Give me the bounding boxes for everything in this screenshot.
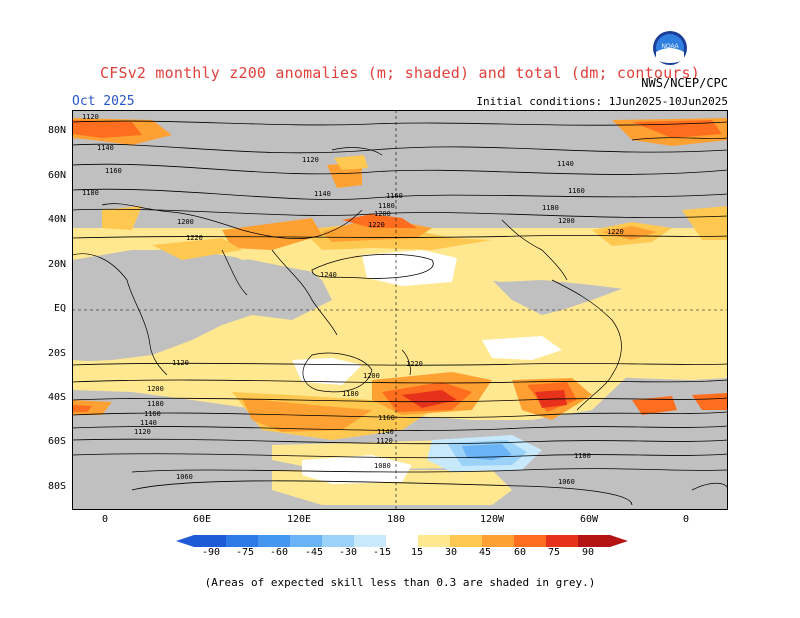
height-contours <box>72 120 728 506</box>
svg-text:1160: 1160 <box>386 192 403 200</box>
svg-text:1160: 1160 <box>144 410 161 418</box>
coastlines <box>72 137 728 411</box>
map-frame <box>72 110 728 510</box>
svg-text:1060: 1060 <box>558 478 575 486</box>
colorbar-label: 75 <box>547 547 561 558</box>
colorbar-cell <box>578 535 611 547</box>
svg-text:1180: 1180 <box>147 400 164 408</box>
svg-text:1180: 1180 <box>542 204 559 212</box>
svg-text:1200: 1200 <box>177 218 194 226</box>
lon-label: 120W <box>479 514 505 525</box>
colorbar-cell <box>226 535 259 547</box>
anomaly-map: 1120 1140 1160 1180 1200 1220 1240 1120 … <box>72 110 728 510</box>
colorbar-max-arrow <box>610 535 628 547</box>
lat-label: 60S <box>47 436 66 447</box>
svg-text:1140: 1140 <box>377 428 394 436</box>
skill-note: (Areas of expected skill less than 0.3 a… <box>204 576 596 589</box>
colorbar-label: 60 <box>513 547 527 558</box>
colorbar-label: 45 <box>478 547 492 558</box>
colorbar-cell <box>450 535 483 547</box>
lon-label: 180 <box>386 514 406 525</box>
svg-text:1120: 1120 <box>82 113 99 121</box>
lon-label: 120E <box>286 514 312 525</box>
lon-label: 0 <box>101 514 109 525</box>
svg-text:1120: 1120 <box>134 428 151 436</box>
svg-text:1220: 1220 <box>368 221 385 229</box>
colorbar-cell <box>546 535 579 547</box>
colorbar <box>176 535 628 547</box>
svg-text:1140: 1140 <box>557 160 574 168</box>
colorbar-cell <box>482 535 515 547</box>
contour-labels: 1120 1140 1160 1180 1200 1220 1240 1120 … <box>82 113 624 486</box>
svg-text:1060: 1060 <box>176 473 193 481</box>
positive-anomalies <box>72 118 728 505</box>
colorbar-label: -15 <box>372 547 392 558</box>
lat-label: 20N <box>47 259 66 270</box>
colorbar-cell <box>322 535 355 547</box>
colorbar-label: -75 <box>235 547 255 558</box>
svg-text:1120: 1120 <box>302 156 319 164</box>
svg-text:1200: 1200 <box>558 217 575 225</box>
svg-text:1160: 1160 <box>568 187 585 195</box>
lat-label: 60N <box>47 170 66 181</box>
lon-label: 0 <box>682 514 690 525</box>
colorbar-cell <box>514 535 547 547</box>
colorbar-label: -45 <box>304 547 324 558</box>
chart-title: CFSv2 monthly z200 anomalies (m; shaded)… <box>100 64 700 82</box>
svg-text:1180: 1180 <box>342 390 359 398</box>
svg-text:1180: 1180 <box>82 189 99 197</box>
colorbar-cell <box>258 535 291 547</box>
lat-label: 40S <box>47 392 66 403</box>
svg-text:1140: 1140 <box>140 419 157 427</box>
svg-text:1100: 1100 <box>574 452 591 460</box>
colorbar-label: -90 <box>201 547 221 558</box>
svg-text:1200: 1200 <box>363 372 380 380</box>
svg-text:1120: 1120 <box>172 359 189 367</box>
svg-text:1080: 1080 <box>374 462 391 470</box>
colorbar-label: 15 <box>410 547 424 558</box>
agency-label: NWS/NCEP/CPC <box>641 76 728 90</box>
forecast-month: Oct 2025 <box>72 94 135 109</box>
lon-label: 60E <box>192 514 212 525</box>
colorbar-label: -30 <box>338 547 358 558</box>
svg-text:1140: 1140 <box>97 144 114 152</box>
lon-label: 60W <box>579 514 599 525</box>
colorbar-cell <box>290 535 323 547</box>
svg-text:1200: 1200 <box>147 385 164 393</box>
svg-text:1180: 1180 <box>378 202 395 210</box>
svg-text:1200: 1200 <box>374 210 391 218</box>
lat-label: 20S <box>47 348 66 359</box>
lat-label: 80S <box>47 481 66 492</box>
colorbar-cell <box>354 535 387 547</box>
colorbar-label: 90 <box>581 547 595 558</box>
lat-label: 40N <box>47 214 66 225</box>
colorbar-cell <box>194 535 227 547</box>
colorbar-label: 30 <box>444 547 458 558</box>
svg-text:1220: 1220 <box>186 234 203 242</box>
svg-text:1220: 1220 <box>607 228 624 236</box>
svg-text:1160: 1160 <box>378 414 395 422</box>
colorbar-min-arrow <box>176 535 194 547</box>
svg-text:1140: 1140 <box>314 190 331 198</box>
svg-text:1120: 1120 <box>376 437 393 445</box>
colorbar-cell <box>418 535 451 547</box>
initial-conditions: Initial conditions: 1Jun2025-10Jun2025 <box>476 95 728 108</box>
svg-text:1240: 1240 <box>320 271 337 279</box>
lat-label: EQ <box>53 303 66 314</box>
svg-text:1220: 1220 <box>406 360 423 368</box>
svg-text:1160: 1160 <box>105 167 122 175</box>
lat-label: 80N <box>47 125 66 136</box>
svg-text:NOAA: NOAA <box>661 44 678 50</box>
colorbar-label: -60 <box>269 547 289 558</box>
noaa-logo-icon: NOAA <box>653 31 687 65</box>
colorbar-cell <box>386 535 419 547</box>
